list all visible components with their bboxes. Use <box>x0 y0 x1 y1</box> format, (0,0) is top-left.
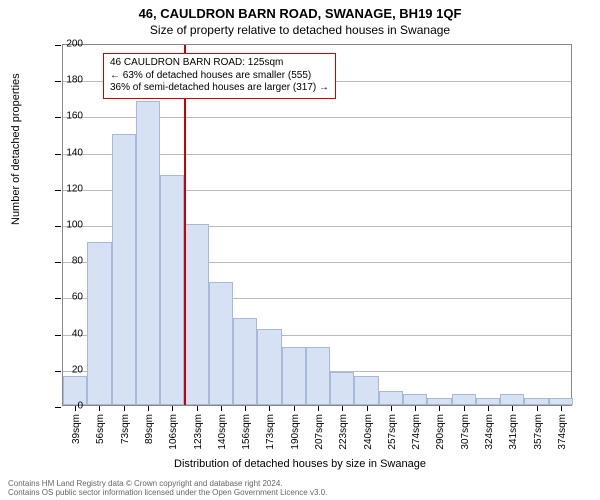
histogram-bar <box>184 224 208 405</box>
x-tick-label: 73sqm <box>120 414 131 444</box>
annotation-line1: 46 CAULDRON BARN ROAD: 125sqm <box>110 57 329 70</box>
histogram-bar <box>136 101 160 405</box>
marker-line <box>184 45 186 405</box>
annotation-line2: ← 63% of detached houses are smaller (55… <box>110 70 329 83</box>
histogram-bar <box>306 347 330 405</box>
x-tick-label: 173sqm <box>265 414 276 450</box>
y-tick-label: 40 <box>53 328 83 339</box>
x-tick-label: 357sqm <box>533 414 544 450</box>
y-axis-label: Number of detached properties <box>10 73 22 225</box>
x-tick-label: 39sqm <box>71 414 82 444</box>
x-tick-label: 156sqm <box>241 414 252 450</box>
x-tick-label: 307sqm <box>460 414 471 450</box>
x-tick-label: 324sqm <box>484 414 495 450</box>
histogram-bar <box>257 329 281 405</box>
y-tick-label: 120 <box>53 183 83 194</box>
x-tick-label: 56sqm <box>95 414 106 444</box>
histogram-bar <box>160 175 184 405</box>
histogram-bar <box>112 134 136 406</box>
histogram-bar <box>87 242 111 405</box>
x-tick-label: 106sqm <box>168 414 179 450</box>
y-tick-label: 160 <box>53 111 83 122</box>
histogram-bar <box>209 282 233 405</box>
histogram-bar <box>330 372 354 405</box>
x-tick-label: 190sqm <box>290 414 301 450</box>
x-tick-label: 290sqm <box>435 414 446 450</box>
histogram-bar <box>452 394 476 405</box>
histogram-bar <box>233 318 257 405</box>
footer-line1: Contains HM Land Registry data © Crown c… <box>8 479 327 489</box>
chart-subtitle: Size of property relative to detached ho… <box>0 23 600 37</box>
y-tick-label: 80 <box>53 256 83 267</box>
x-tick-label: 123sqm <box>193 414 204 450</box>
y-tick-label: 60 <box>53 292 83 303</box>
bars-group <box>63 45 571 405</box>
y-tick-label: 100 <box>53 220 83 231</box>
histogram-bar <box>549 398 573 405</box>
x-tick-label: 341sqm <box>508 414 519 450</box>
histogram-bar <box>427 398 451 405</box>
annotation-line3: 36% of semi-detached houses are larger (… <box>110 82 329 95</box>
histogram-bar <box>354 376 378 405</box>
histogram-bar <box>379 391 403 405</box>
y-tick-label: 180 <box>53 75 83 86</box>
y-tick-label: 0 <box>53 401 83 412</box>
x-tick-label: 207sqm <box>314 414 325 450</box>
histogram-bar <box>500 394 524 405</box>
x-tick-label: 223sqm <box>338 414 349 450</box>
y-tick-label: 200 <box>53 39 83 50</box>
histogram-bar <box>403 394 427 405</box>
footer-line2: Contains OS public sector information li… <box>8 488 327 498</box>
x-tick-label: 140sqm <box>217 414 228 450</box>
annotation-box: 46 CAULDRON BARN ROAD: 125sqm ← 63% of d… <box>103 53 336 99</box>
histogram-bar <box>524 398 548 405</box>
x-tick-label: 89sqm <box>144 414 155 444</box>
y-tick-label: 20 <box>53 364 83 375</box>
x-tick-label: 274sqm <box>411 414 422 450</box>
x-tick-label: 240sqm <box>363 414 374 450</box>
plot-area: 46 CAULDRON BARN ROAD: 125sqm ← 63% of d… <box>62 44 572 406</box>
chart-container: 46, CAULDRON BARN ROAD, SWANAGE, BH19 1Q… <box>0 0 600 500</box>
x-tick-label: 374sqm <box>557 414 568 450</box>
histogram-bar <box>282 347 306 405</box>
x-tick-label: 257sqm <box>387 414 398 450</box>
footer: Contains HM Land Registry data © Crown c… <box>8 479 327 498</box>
chart-title: 46, CAULDRON BARN ROAD, SWANAGE, BH19 1Q… <box>0 0 600 21</box>
x-axis-label: Distribution of detached houses by size … <box>0 458 600 470</box>
histogram-bar <box>476 398 500 405</box>
y-tick-label: 140 <box>53 147 83 158</box>
